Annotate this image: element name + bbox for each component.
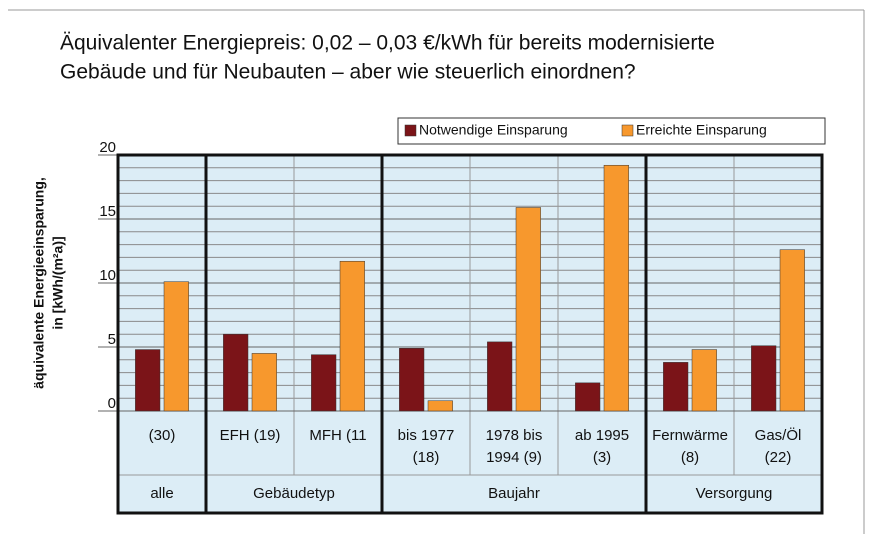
bar	[135, 349, 161, 412]
x-tick-label: Gas/Öl	[755, 426, 802, 444]
bar	[751, 345, 777, 412]
x-tick-label: ab 1995	[575, 427, 629, 444]
x-tick-label: (18)	[413, 449, 440, 466]
bar	[575, 382, 601, 412]
group-label: Baujahr	[488, 485, 540, 502]
group-frame	[644, 153, 824, 515]
y-tick-label: 20	[99, 139, 116, 156]
x-tick-label: 1994 (9)	[486, 449, 542, 466]
x-tick-label: MFH (11	[309, 427, 366, 444]
legend-label: Erreichte Einsparung	[636, 122, 767, 138]
bar	[163, 281, 189, 412]
bar	[427, 400, 453, 412]
legend-swatch	[404, 124, 417, 137]
x-tick-label: Fernwärme	[652, 427, 728, 444]
bar	[487, 341, 513, 412]
legend-box	[397, 117, 826, 145]
bar	[691, 349, 717, 412]
x-tick-label: bis 1977	[398, 427, 455, 444]
group-label: Versorgung	[696, 485, 773, 502]
x-tick-label: (22)	[765, 449, 792, 466]
y-tick-label: 0	[108, 395, 116, 412]
bar	[223, 333, 249, 412]
bar	[515, 207, 541, 412]
y-tick-label: 15	[99, 203, 116, 220]
bar	[311, 354, 337, 412]
x-tick-label: 1978 bis	[486, 427, 543, 444]
y-tick-label: 10	[99, 267, 116, 284]
title-line: Äquivalenter Energiepreis: 0,02 – 0,03 €…	[60, 32, 715, 55]
group-label: Gebäudetyp	[253, 485, 335, 502]
bar	[339, 260, 365, 412]
x-tick-label: (8)	[681, 449, 699, 466]
legend-swatch	[621, 124, 634, 137]
title-line: Gebäude und für Neubauten – aber wie ste…	[60, 61, 636, 84]
bar	[399, 348, 425, 412]
bar	[663, 362, 689, 412]
x-tick-label: EFH (19)	[220, 427, 281, 444]
legend-label: Notwendige Einsparung	[419, 122, 568, 138]
bar	[603, 164, 629, 412]
group-label: alle	[150, 485, 173, 502]
y-label-line: in [kWh/(m²a)]	[50, 236, 66, 329]
bar	[779, 249, 805, 412]
x-tick-label: (3)	[593, 449, 611, 466]
y-label-line: äquivalente Energieeinsparung,	[31, 177, 47, 389]
bar	[251, 353, 277, 412]
y-tick-label: 5	[108, 331, 116, 348]
x-tick-label: (30)	[149, 427, 176, 444]
y-axis-label: äquivalente Energieeinsparung, in [kWh/(…	[31, 177, 66, 389]
